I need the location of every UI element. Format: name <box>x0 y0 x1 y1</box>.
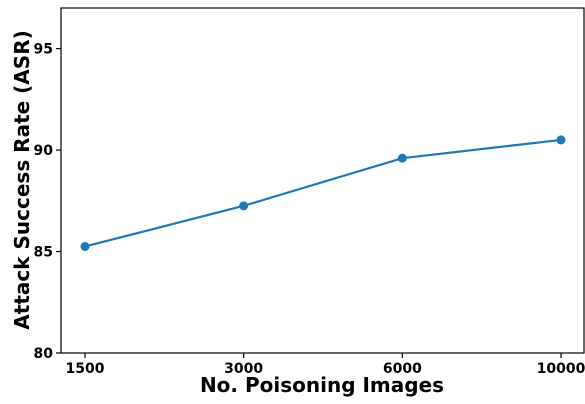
y-tick-label: 85 <box>34 245 53 261</box>
x-axis-label: No. Poisoning Images <box>200 373 444 397</box>
y-tick-label: 95 <box>34 42 53 58</box>
data-point <box>80 241 90 251</box>
x-tick-label: 3000 <box>224 361 263 377</box>
x-tick-label: 10000 <box>537 361 585 377</box>
data-point <box>397 153 407 163</box>
y-axis-label: Attack Success Rate (ASR) <box>10 30 34 329</box>
data-point <box>556 135 566 145</box>
data-point <box>239 201 249 211</box>
x-tick-label: 6000 <box>383 361 422 377</box>
y-tick-label: 90 <box>34 143 54 159</box>
x-tick-label: 1500 <box>66 361 105 377</box>
series-line <box>84 138 562 248</box>
y-tick-label: 80 <box>34 346 54 362</box>
plot-frame <box>60 7 585 354</box>
